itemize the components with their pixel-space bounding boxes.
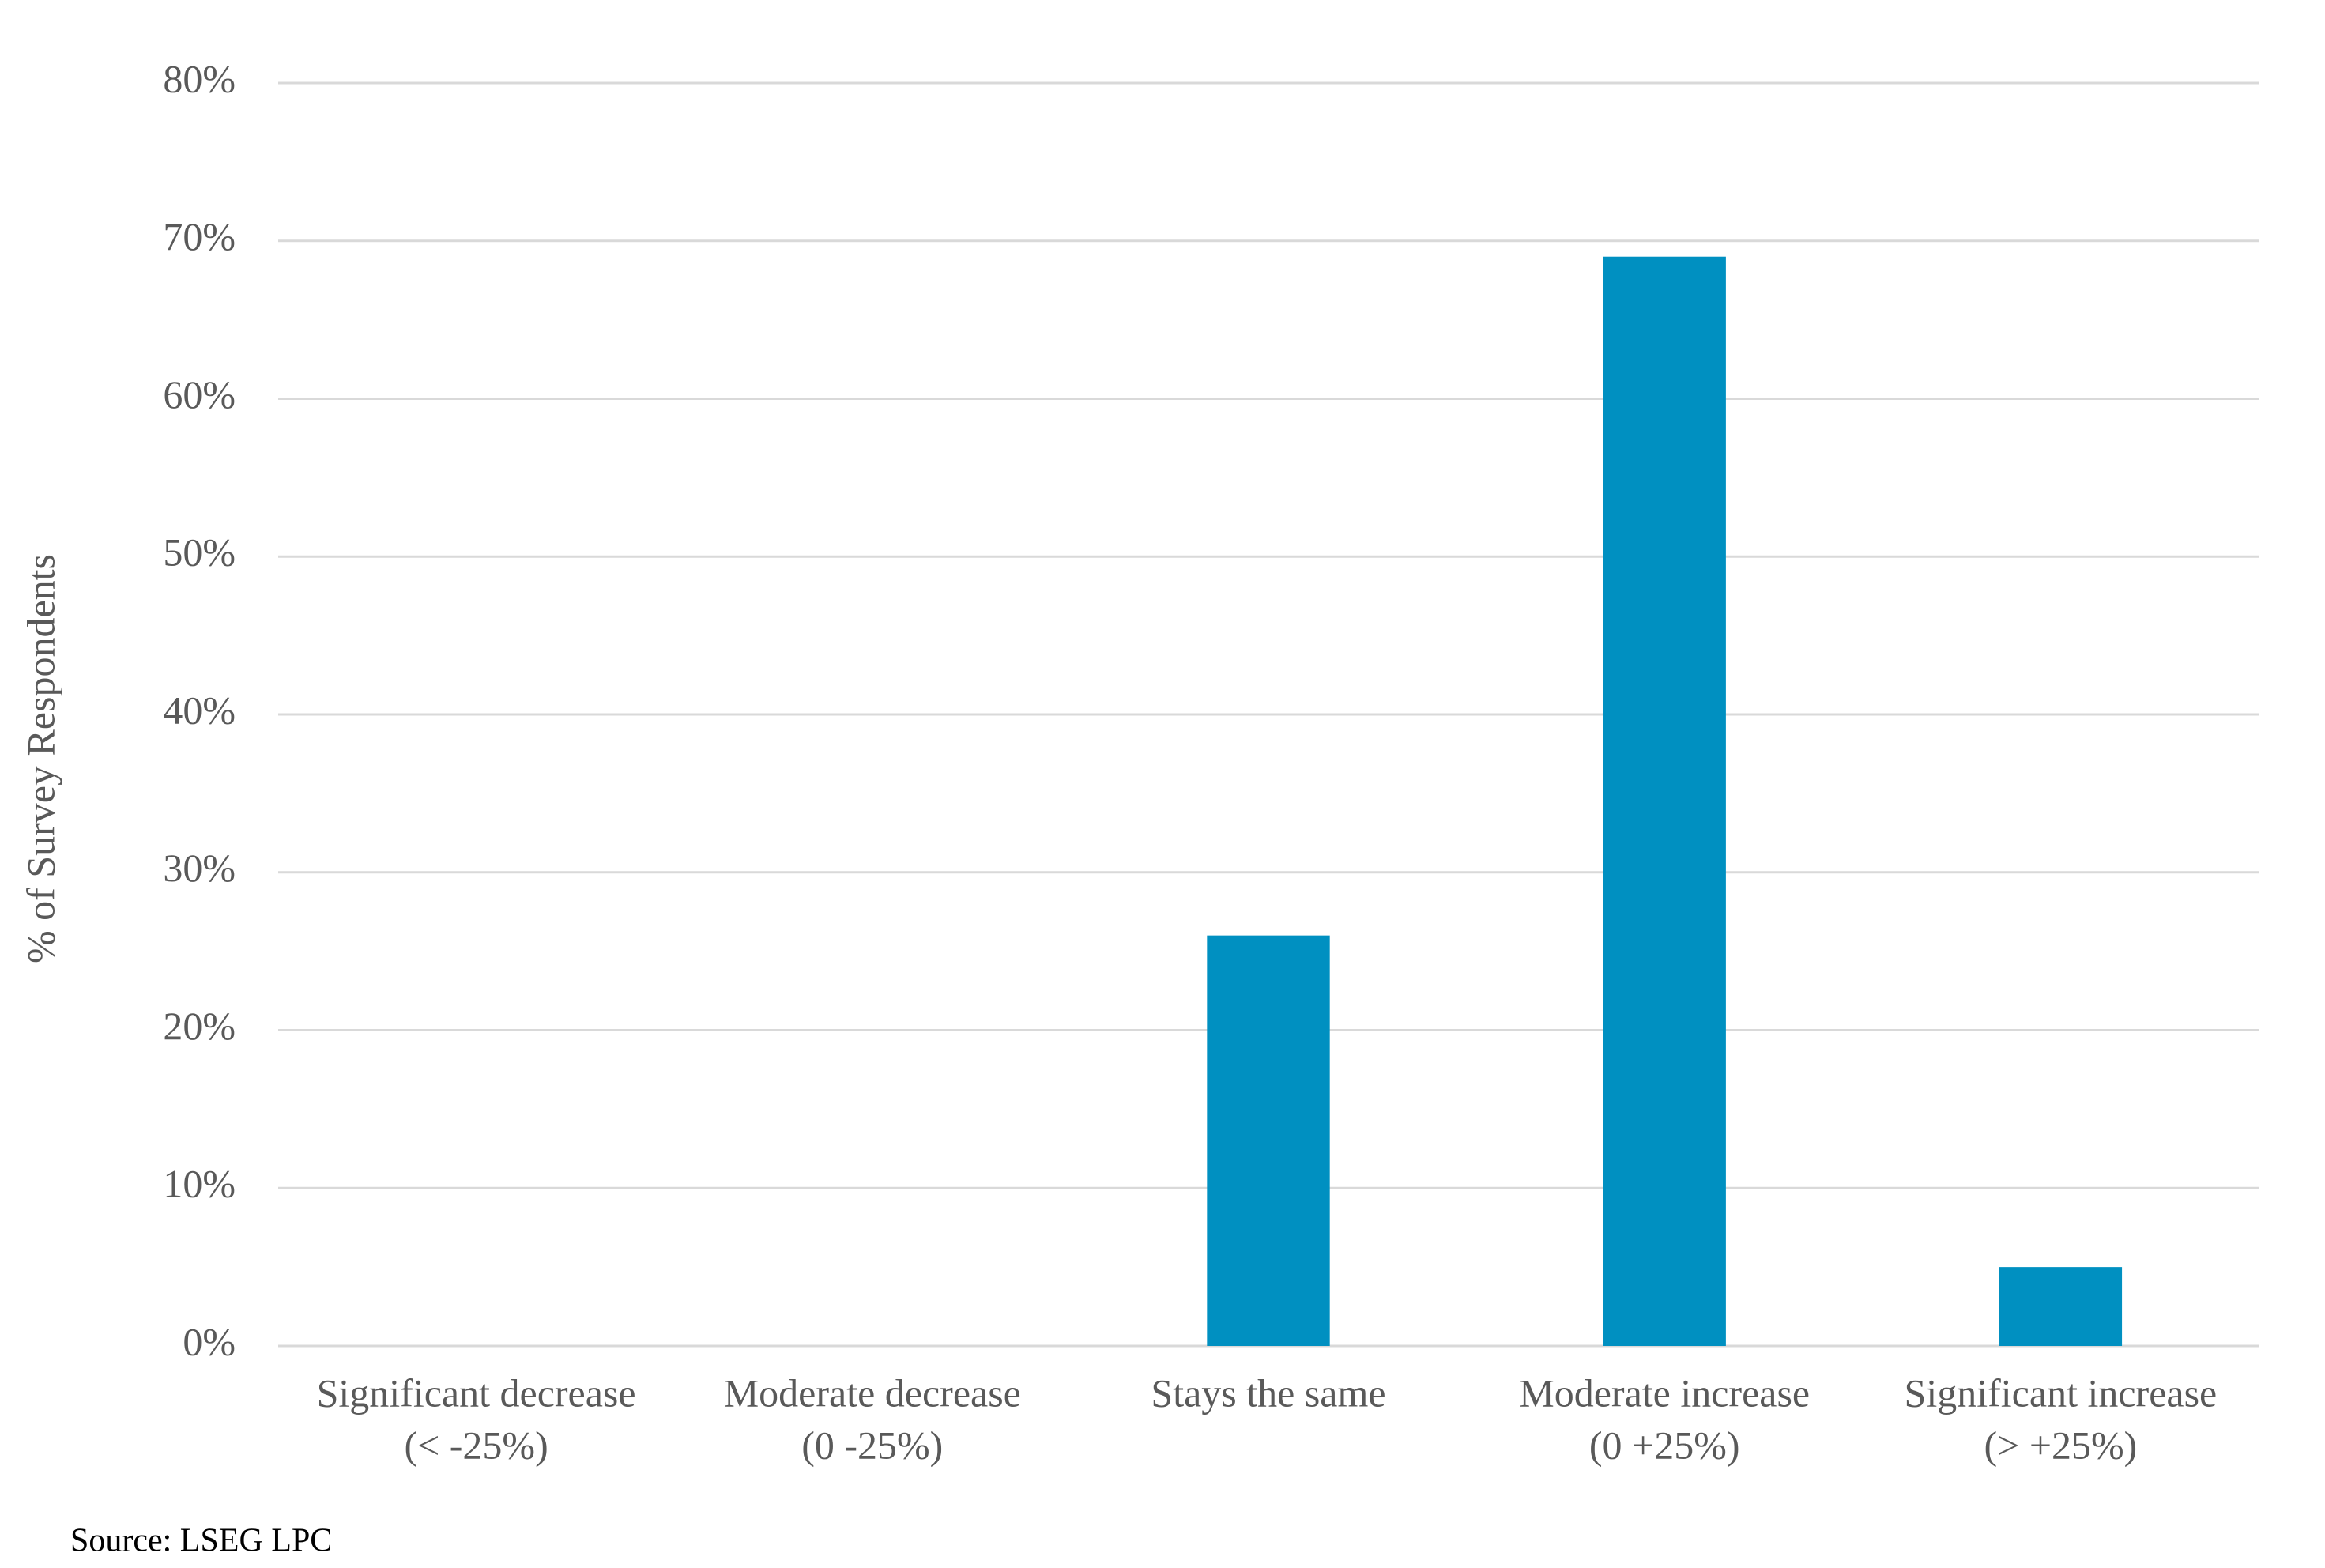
y-tick-label: 70% <box>163 214 236 258</box>
y-axis-title: % of Survey Respondents <box>18 554 62 963</box>
y-tick-label: 0% <box>183 1319 236 1363</box>
y-tick-label: 40% <box>163 688 236 732</box>
y-tick-label: 50% <box>163 530 236 575</box>
y-tick-label: 30% <box>163 846 236 890</box>
x-tick-label: Significant decrease <box>317 1370 636 1415</box>
bar <box>1603 256 1726 1347</box>
y-tick-label: 60% <box>163 372 236 416</box>
x-tick-label: Stays the same <box>1151 1370 1385 1415</box>
x-tick-label: Significant increase <box>1905 1370 2218 1415</box>
x-tick-label: (< -25%) <box>404 1423 548 1467</box>
x-tick-label: (0 +25%) <box>1589 1423 1740 1467</box>
x-tick-label: (> +25%) <box>1984 1423 2137 1467</box>
y-tick-label: 80% <box>163 56 236 100</box>
y-tick-label: 10% <box>163 1162 236 1206</box>
x-tick-label: (0 -25%) <box>801 1423 943 1467</box>
x-tick-label: Moderate decrease <box>724 1370 1021 1415</box>
bar <box>1999 1267 2123 1346</box>
bar <box>1207 935 1330 1346</box>
source-note: Source: LSEG LPC <box>70 1523 332 1559</box>
y-tick-label: 20% <box>163 1004 236 1048</box>
x-tick-label: Moderate increase <box>1519 1370 1810 1415</box>
